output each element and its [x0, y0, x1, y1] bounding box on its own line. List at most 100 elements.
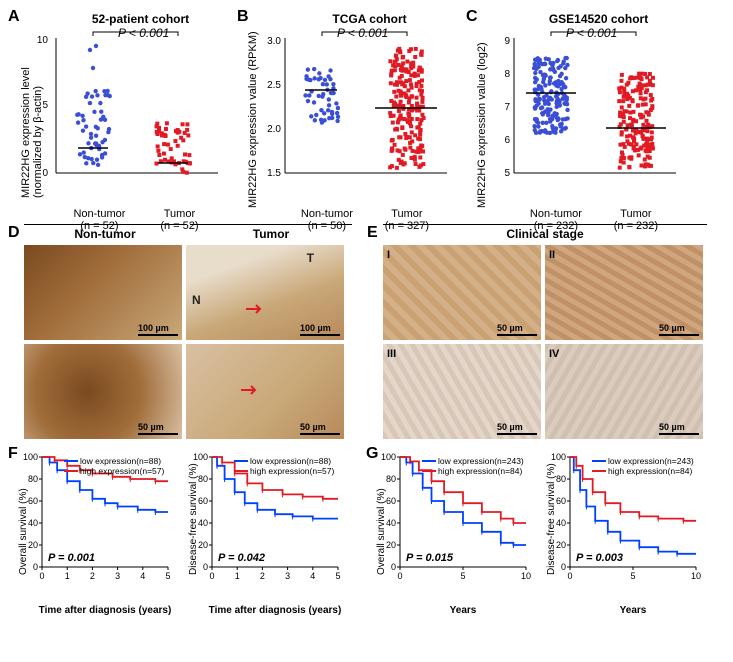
svg-text:80: 80 [386, 474, 396, 484]
svg-text:20: 20 [386, 540, 396, 550]
ylabel-c: MIR22HG expression value (log2) [476, 42, 488, 208]
svg-text:P = 0.015: P = 0.015 [406, 552, 454, 564]
svg-text:P = 0.003: P = 0.003 [576, 552, 623, 564]
pvalue-b: P < 0.001 [337, 26, 388, 40]
panel-a: A 52-patient cohort P < 0.001 MIR22HG ex… [8, 8, 233, 218]
svg-text:2: 2 [260, 571, 265, 581]
pvalue-a: P < 0.001 [118, 26, 169, 40]
tissue-stage-3: III 50 µm [383, 344, 541, 439]
svg-text:40: 40 [556, 518, 566, 528]
svg-text:3.0: 3.0 [267, 36, 281, 47]
svg-text:5: 5 [165, 571, 170, 581]
tissue-stage-2: II 50 µm [545, 245, 703, 340]
panel-label-e: E [367, 224, 378, 242]
svg-text:100: 100 [381, 452, 396, 462]
tissue-nontumor-1: 100 µm [24, 245, 182, 340]
svg-text:9: 9 [504, 36, 510, 47]
panel-e: E Clinical stage I 50 µm II 50 µm III 50… [367, 224, 712, 439]
svg-text:20: 20 [198, 540, 208, 550]
svg-text:1: 1 [235, 571, 240, 581]
svg-text:0: 0 [203, 562, 208, 572]
svg-text:2.0: 2.0 [267, 124, 281, 135]
svg-text:8: 8 [504, 69, 510, 80]
row-survival: F 020406080100012345low expression(n=88)… [8, 445, 725, 605]
svg-text:40: 40 [198, 518, 208, 528]
panel-b: B TCGA cohort P < 0.001 MIR22HG expressi… [237, 8, 462, 218]
svg-text:0: 0 [561, 562, 566, 572]
chart-title-b: TCGA cohort [257, 12, 482, 26]
svg-text:0: 0 [397, 571, 402, 581]
survival-f1: 0 20 40 60 80 100 0 1 2 3 4 5 low expression(n=88)hi… [8, 445, 178, 605]
svg-text:0: 0 [39, 571, 44, 581]
ylabel-a: MIR22HG expression level(normalized by β… [20, 67, 44, 198]
svg-text:3: 3 [115, 571, 120, 581]
svg-text:20: 20 [28, 540, 38, 550]
svg-text:low expression(n=88): low expression(n=88) [250, 456, 331, 466]
svg-text:5: 5 [630, 571, 635, 581]
header-tumor: Tumor [190, 224, 352, 243]
svg-text:P = 0.042: P = 0.042 [218, 552, 265, 564]
svg-text:0: 0 [209, 571, 214, 581]
svg-text:60: 60 [198, 496, 208, 506]
svg-text:high expression(n=57): high expression(n=57) [250, 466, 335, 476]
tissue-nontumor-2: 50 µm [24, 344, 182, 439]
ylabel-b: MIR22HG expression value (RPKM) [247, 31, 259, 208]
svg-text:80: 80 [198, 474, 208, 484]
survival-f2: 0 20 40 60 80 100 0 1 2 3 4 5 low expression(n=88)hi… [178, 445, 348, 605]
panel-g: G 0204060801000510low expression(n=243)h… [366, 445, 706, 605]
svg-text:2.5: 2.5 [267, 80, 281, 91]
panel-label-b: B [237, 8, 249, 26]
tissue-tumor-2: 50 µm [186, 344, 344, 439]
svg-text:low expression(n=88): low expression(n=88) [80, 456, 161, 466]
svg-text:0: 0 [567, 571, 572, 581]
svg-text:40: 40 [28, 518, 38, 528]
svg-text:high expression(n=84): high expression(n=84) [608, 466, 693, 476]
svg-text:40: 40 [386, 518, 396, 528]
svg-text:80: 80 [28, 474, 38, 484]
panel-f: F 020406080100012345low expression(n=88)… [8, 445, 348, 605]
panel-label-c: C [466, 8, 478, 26]
svg-text:6: 6 [504, 135, 510, 146]
pvalue-c: P < 0.001 [566, 26, 617, 40]
header-nontumor: Non-tumor [24, 224, 186, 243]
svg-text:60: 60 [28, 496, 38, 506]
svg-text:low expression(n=243): low expression(n=243) [438, 456, 524, 466]
svg-text:2: 2 [90, 571, 95, 581]
svg-text:4: 4 [140, 571, 145, 581]
svg-text:0: 0 [391, 562, 396, 572]
svg-text:low expression(n=243): low expression(n=243) [608, 456, 694, 466]
svg-text:100: 100 [551, 452, 566, 462]
svg-text:0: 0 [33, 562, 38, 572]
svg-text:5: 5 [335, 571, 340, 581]
chart-title-c: GSE14520 cohort [486, 12, 711, 26]
svg-text:1.5: 1.5 [267, 168, 281, 179]
panel-label-d: D [8, 224, 20, 242]
svg-text:high expression(n=84): high expression(n=84) [438, 466, 523, 476]
panel-d: D Non-tumor Tumor 100 µm 50 µm T N 100 µ… [8, 224, 353, 439]
svg-text:20: 20 [556, 540, 566, 550]
svg-text:5: 5 [504, 168, 510, 179]
svg-text:high expression(n=57): high expression(n=57) [80, 466, 165, 476]
svg-text:3: 3 [285, 571, 290, 581]
svg-text:1: 1 [65, 571, 70, 581]
svg-text:P = 0.001: P = 0.001 [48, 552, 95, 564]
row-histology: D Non-tumor Tumor 100 µm 50 µm T N 100 µ… [8, 224, 725, 439]
panel-c: C GSE14520 cohort P < 0.001 MIR22HG expr… [466, 8, 691, 218]
svg-text:100: 100 [23, 452, 38, 462]
svg-text:4: 4 [310, 571, 315, 581]
survival-g1: 0204060801000510low expression(n=243)hig… [366, 445, 536, 605]
scatter-svg-b: 1.5 2.0 2.5 3.0 [237, 28, 462, 208]
survival-g2: 0 20 40 60 80 100 0 5 10 low expression(n=243)hig… [536, 445, 706, 605]
header-clinical-stage: Clinical stage [383, 224, 707, 243]
chart-title-a: 52-patient cohort [28, 12, 253, 26]
panel-label-a: A [8, 8, 20, 26]
tissue-tumor-1: T N 100 µm [186, 245, 344, 340]
svg-text:80: 80 [556, 474, 566, 484]
svg-text:10: 10 [521, 571, 531, 581]
svg-text:100: 100 [193, 452, 208, 462]
svg-text:10: 10 [691, 571, 701, 581]
svg-text:5: 5 [460, 571, 465, 581]
svg-text:60: 60 [556, 496, 566, 506]
tissue-stage-4: IV 50 µm [545, 344, 703, 439]
scatter-svg-c: 5 6 7 8 9 [466, 28, 691, 208]
